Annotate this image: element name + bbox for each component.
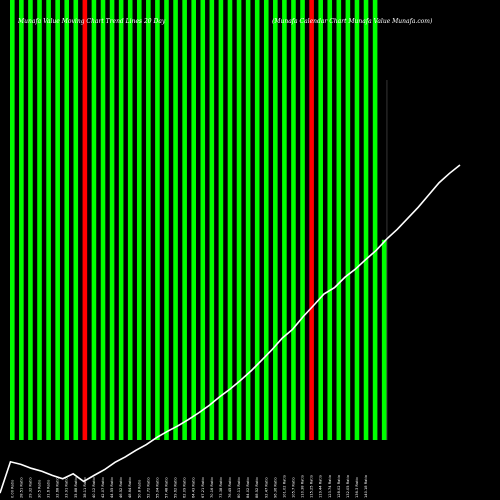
bar xyxy=(173,0,178,440)
x-tick-label: 80.11 Ratio xyxy=(237,477,241,498)
bar xyxy=(28,0,33,440)
x-tick-label: 32.68 Ratio xyxy=(56,477,60,498)
bar xyxy=(164,0,169,440)
bar xyxy=(227,0,233,440)
bar xyxy=(273,0,278,440)
x-tick-label: 96.36 Ratio xyxy=(273,477,277,498)
x-tick-label: 35.88 Ratio xyxy=(74,477,78,498)
bar xyxy=(136,0,142,440)
x-tick-label: 73.38 Ratio xyxy=(219,477,223,498)
bar xyxy=(19,0,24,440)
x-tick-label: 62.09 Ratio xyxy=(183,477,187,498)
trend-line xyxy=(0,164,461,494)
x-tick-label: 42.07 Ratio xyxy=(101,477,105,498)
x-tick-label: 132.05 Ratio xyxy=(346,475,350,498)
x-tick-label: 40.12 Ratio xyxy=(92,477,96,498)
x-tick-label: 67.21 Ratio xyxy=(201,477,205,498)
x-tick-label: 64.43 Ratio xyxy=(192,477,196,498)
x-tick-label: 30.5 Ratio xyxy=(38,480,42,498)
x-tick-label: 70.16 Ratio xyxy=(210,477,214,498)
x-tick-label: 140.18 Ratio xyxy=(364,475,368,498)
x-tick-label: 31.6 Ratio xyxy=(47,480,51,498)
bar xyxy=(318,0,323,440)
bar xyxy=(82,0,88,440)
bar xyxy=(209,0,215,440)
bar xyxy=(182,0,187,440)
bar xyxy=(354,0,360,440)
bar xyxy=(263,0,269,440)
x-tick-label: 101.02 Ratio xyxy=(282,475,286,498)
x-tick-label: 128.02 Ratio xyxy=(337,475,341,498)
bar xyxy=(191,0,196,440)
bar xyxy=(200,0,206,440)
x-tick-label: 105.7 Ratio xyxy=(291,477,295,498)
chart-title-right: (Munafa Calendar Chart Munafa Value Muna… xyxy=(272,18,433,25)
x-tick-label: 29.32 Ratio xyxy=(28,477,32,498)
x-tick-label: 110.38 Ratio xyxy=(301,475,305,498)
bar xyxy=(245,0,251,440)
bar xyxy=(345,0,351,440)
x-tick-label: 0.00 Ratio xyxy=(10,480,14,498)
x-tick-label: 50.8 Ratio xyxy=(137,480,141,498)
x-tick-label: 38.11 Ratio xyxy=(83,477,87,498)
bar xyxy=(155,0,160,440)
bar xyxy=(127,0,133,440)
bar xyxy=(146,0,151,440)
bar xyxy=(91,0,97,440)
bar xyxy=(300,0,305,440)
x-tick-label: 48.64 Ratio xyxy=(128,477,132,498)
x-tick-label: 136.3 Ratio xyxy=(355,477,359,498)
bar xyxy=(291,0,296,440)
x-tick-label: 88.52 Ratio xyxy=(255,477,259,498)
bar xyxy=(109,0,115,440)
bar xyxy=(236,0,242,440)
x-tick-label: 123.74 Ratio xyxy=(328,475,332,498)
bar xyxy=(100,0,106,440)
x-tick-label: 59.62 Ratio xyxy=(174,477,178,498)
bar xyxy=(363,0,369,440)
bar xyxy=(372,0,378,440)
bar xyxy=(10,0,15,440)
x-tick-label: 28.51 Ratio xyxy=(19,477,23,498)
x-tick-label: 84.02 Ratio xyxy=(246,477,250,498)
bar xyxy=(46,0,51,440)
bar xyxy=(73,0,79,440)
x-tick-label: 92.47 Ratio xyxy=(264,477,268,498)
chart-title-left: Munafa Value Moving Chart Trend Lines 20… xyxy=(17,18,166,25)
x-tick-label: 52.72 Ratio xyxy=(146,477,150,498)
x-tick-label: 55.04 Ratio xyxy=(155,477,159,498)
bar xyxy=(64,0,70,440)
bar xyxy=(282,0,287,440)
bar xyxy=(254,0,260,440)
x-tick-label: 44.55 Ratio xyxy=(110,477,114,498)
bar xyxy=(218,0,224,440)
bar xyxy=(55,0,60,440)
bar xyxy=(327,0,333,440)
bar xyxy=(37,0,42,440)
bar-group xyxy=(10,0,388,440)
x-tick-label: 76.45 Ratio xyxy=(228,477,232,498)
bar xyxy=(309,0,314,440)
x-tick-label: 46.52 Ratio xyxy=(119,477,123,498)
bar xyxy=(118,0,124,440)
x-tick-labels: 0.00 Ratio 28.51 Ratio 29.32 Ratio 30.5 Rat… xyxy=(10,475,368,498)
x-tick-label: 119.44 Ratio xyxy=(319,475,323,498)
x-tick-label: 33.91 Ratio xyxy=(65,477,69,498)
bar xyxy=(336,0,342,440)
x-tick-label: 57.48 Ratio xyxy=(164,477,168,498)
bar xyxy=(381,239,387,440)
x-tick-label: 115.25 Ratio xyxy=(310,475,314,498)
